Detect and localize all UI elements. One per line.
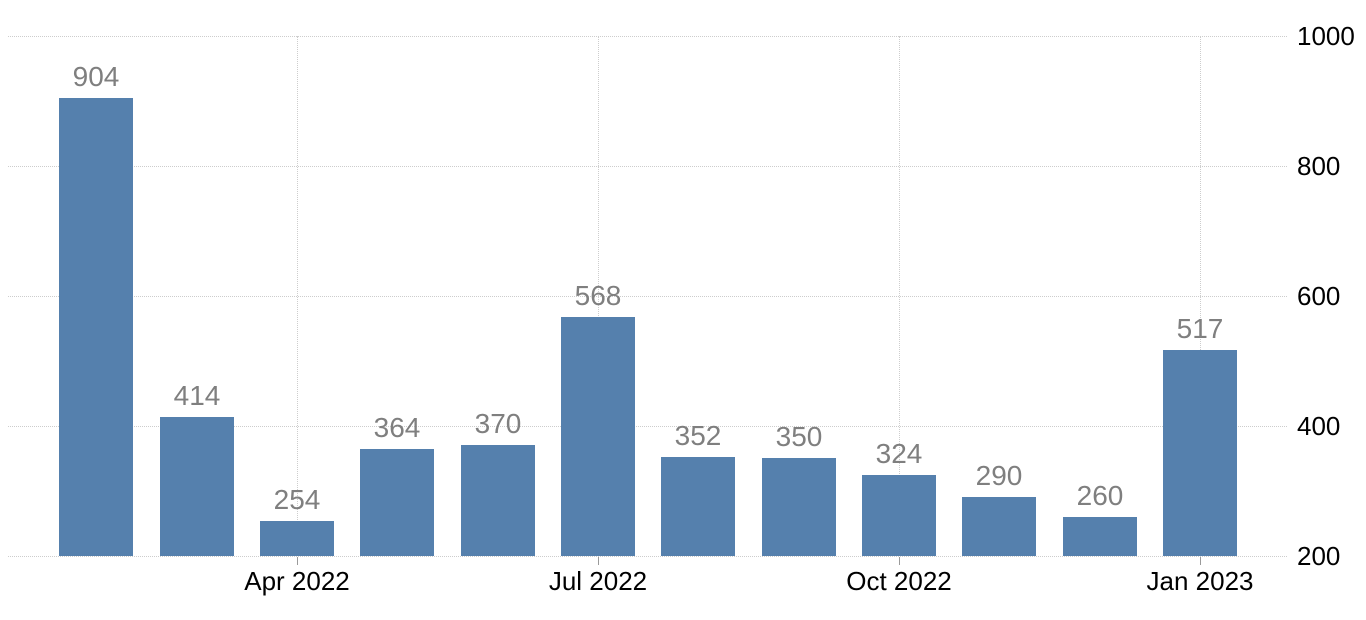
bar[interactable] <box>160 417 234 556</box>
bar[interactable] <box>561 317 635 556</box>
h-gridline <box>8 36 1287 37</box>
v-gridline <box>899 36 900 556</box>
y-axis-label: 600 <box>1297 281 1341 311</box>
x-axis-label: Oct 2022 <box>846 566 952 596</box>
bar[interactable] <box>461 445 535 556</box>
y-axis-label: 800 <box>1297 151 1341 181</box>
v-gridline <box>297 36 298 556</box>
y-axis-label: 1000 <box>1297 21 1355 51</box>
bar-value-label: 352 <box>674 420 722 451</box>
bar-value-label: 370 <box>474 408 522 439</box>
bar[interactable] <box>1063 517 1137 556</box>
bar-value-label: 414 <box>173 380 221 411</box>
bar[interactable] <box>360 449 434 556</box>
bar[interactable] <box>762 458 836 556</box>
x-axis-tick <box>297 557 298 565</box>
x-axis-label: Apr 2022 <box>244 566 350 596</box>
bar-value-label: 260 <box>1076 480 1124 511</box>
h-gridline <box>8 166 1287 167</box>
bar-value-label: 364 <box>373 412 421 443</box>
v-gridline <box>598 36 599 556</box>
bar-value-label: 568 <box>574 280 622 311</box>
x-axis-tick <box>1200 557 1201 565</box>
bar-value-label: 350 <box>775 421 823 452</box>
bar[interactable] <box>59 98 133 556</box>
bar-value-label: 254 <box>273 484 321 515</box>
bar-value-label: 517 <box>1176 313 1224 344</box>
bar[interactable] <box>1163 350 1237 556</box>
x-axis-label: Jan 2023 <box>1146 566 1254 596</box>
bar-value-label: 904 <box>72 61 120 92</box>
x-axis-tick <box>899 557 900 565</box>
bar-value-label: 324 <box>875 438 923 469</box>
h-gridline <box>8 296 1287 297</box>
bar-value-label: 290 <box>975 460 1023 491</box>
h-gridline <box>8 556 1287 557</box>
y-axis-label: 400 <box>1297 411 1341 441</box>
h-gridline <box>8 426 1287 427</box>
y-axis-label: 200 <box>1297 541 1341 571</box>
v-gridline <box>1200 36 1201 556</box>
bar[interactable] <box>260 521 334 556</box>
bar[interactable] <box>661 457 735 556</box>
bar[interactable] <box>862 475 936 556</box>
x-axis-tick <box>598 557 599 565</box>
bar[interactable] <box>962 497 1036 556</box>
x-axis-label: Jul 2022 <box>548 566 648 596</box>
